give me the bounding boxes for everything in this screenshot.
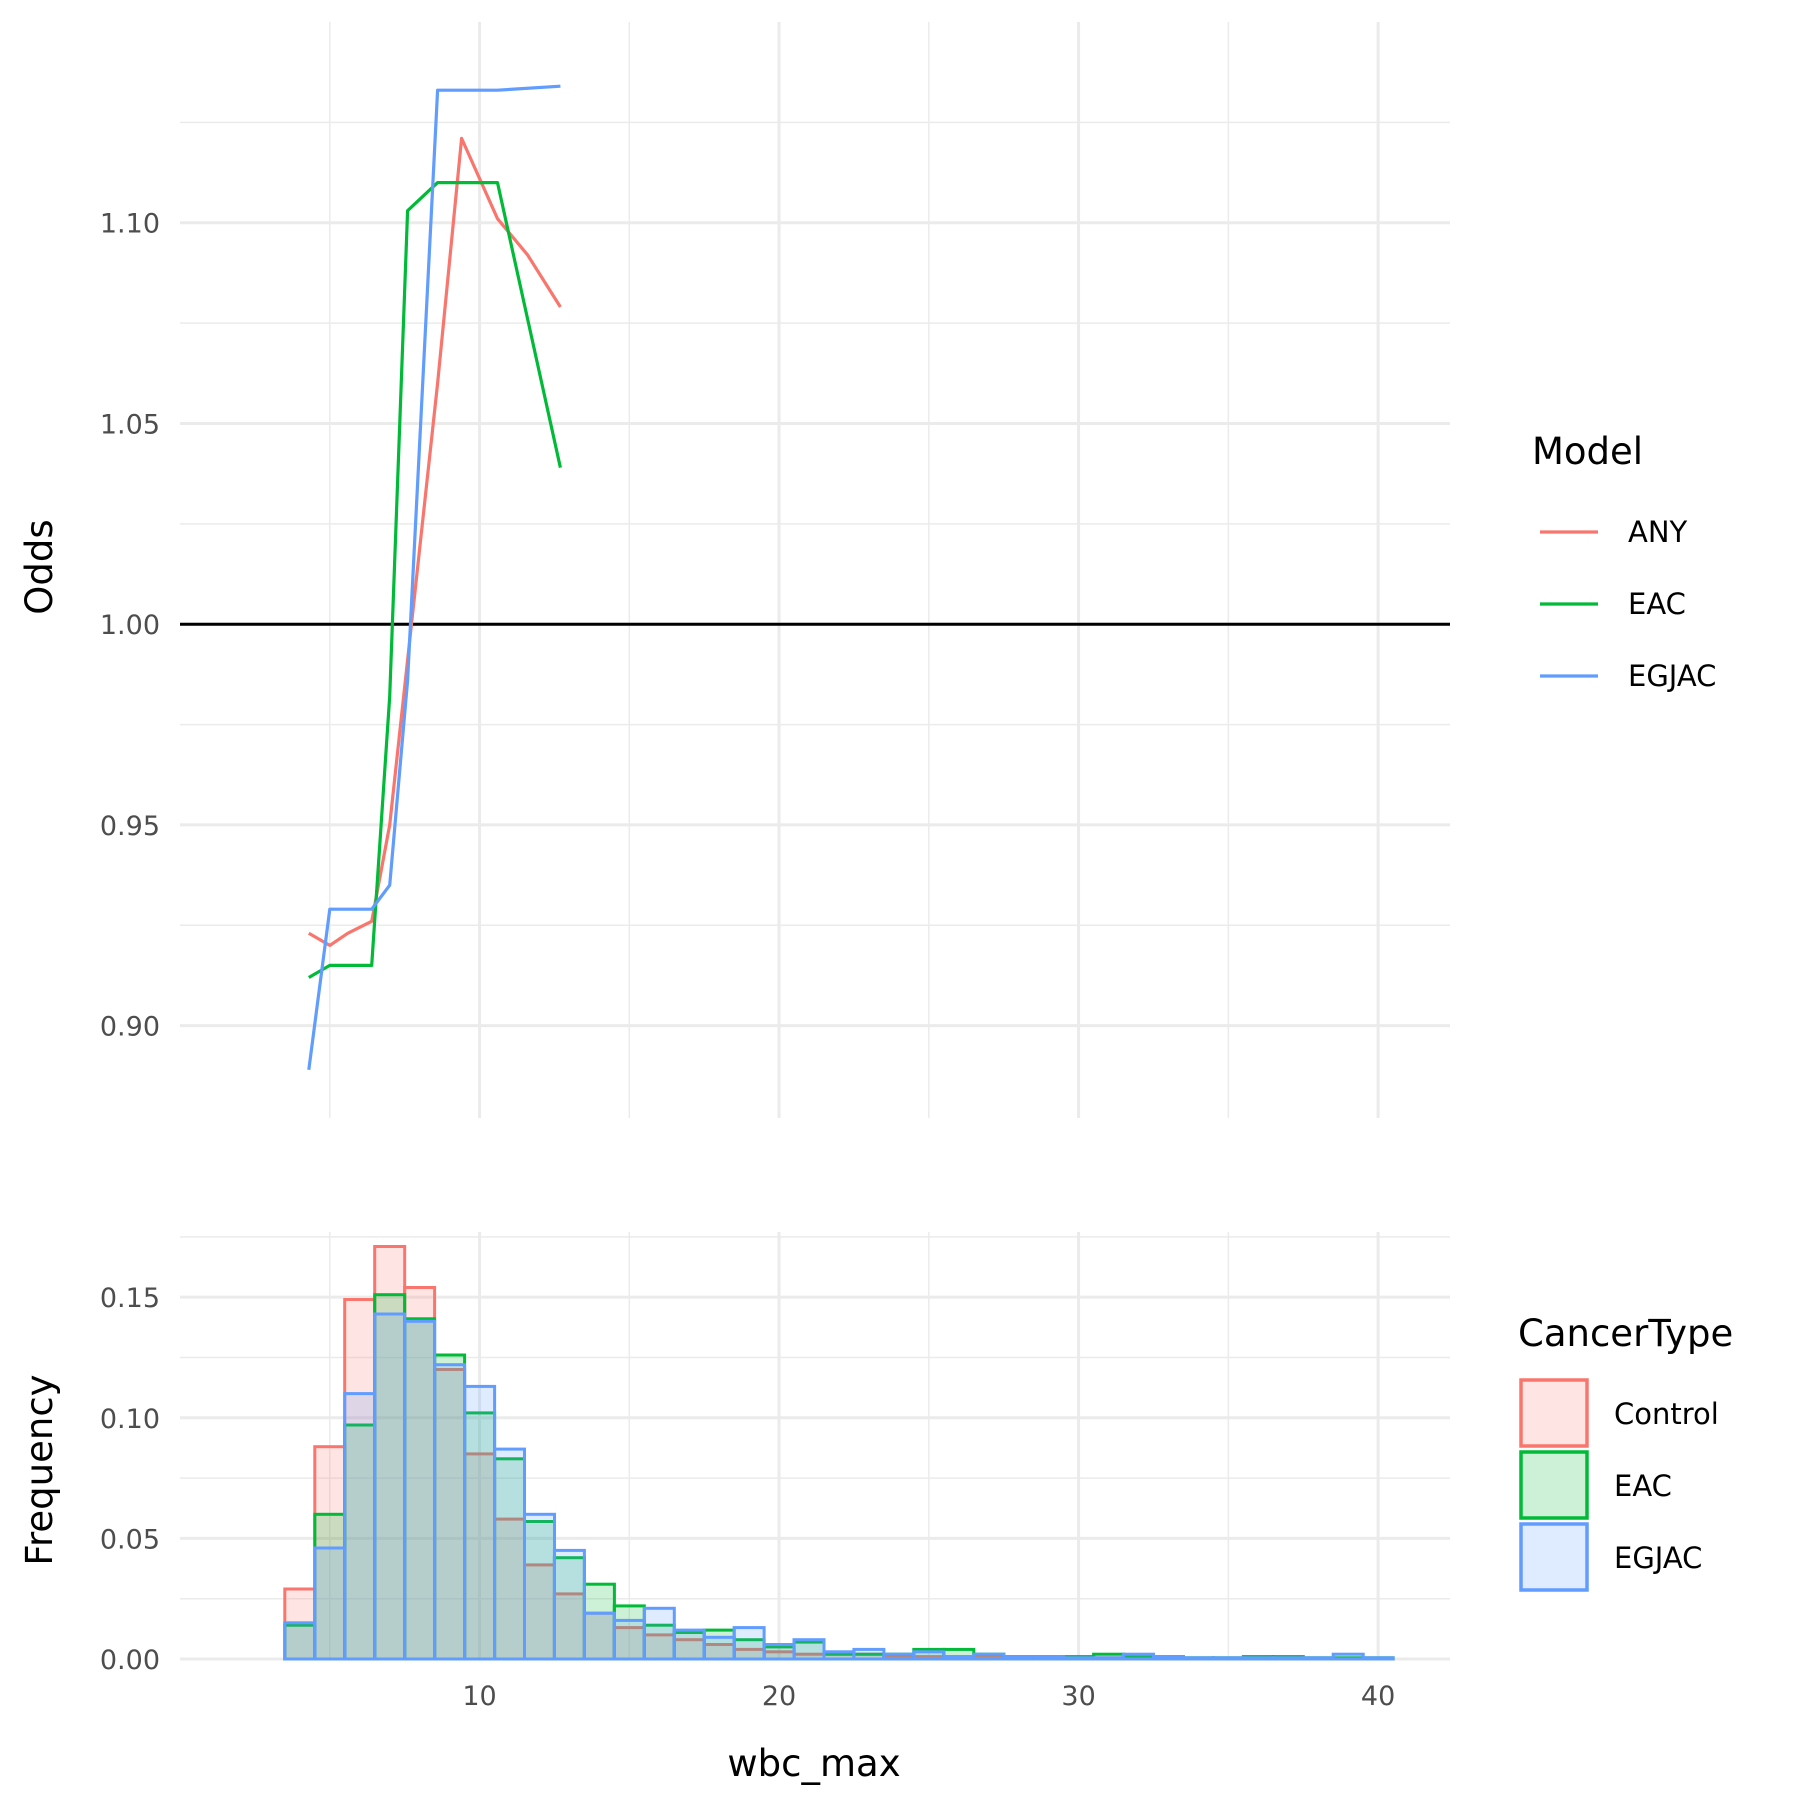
odds-line-egjac	[307, 84, 561, 1071]
histogram-bar-egjac	[1241, 1656, 1275, 1661]
histogram-bar-egjac	[1032, 1655, 1066, 1661]
frequency-y-tick-label: 0.00	[100, 1645, 160, 1676]
histogram-bar-egjac	[283, 1621, 317, 1661]
model-legend-label: ANY	[1628, 515, 1688, 549]
cancertype-legend-title: CancerType	[1518, 1312, 1733, 1355]
frequency-x-axis-title: wbc_max	[727, 1742, 900, 1785]
histogram-bar-egjac	[403, 1319, 437, 1661]
odds-y-tick-label: 0.90	[100, 1012, 160, 1043]
histogram-bar-egjac	[792, 1638, 826, 1661]
cancertype-legend-key-control	[1519, 1378, 1589, 1448]
odds-line-any	[308, 136, 562, 948]
histogram-bar-egjac	[313, 1546, 347, 1661]
histogram-bar-egjac	[1092, 1656, 1126, 1661]
histogram-bar-egjac	[672, 1628, 706, 1661]
model-legend-items: ANY EAC EGJAC	[1540, 515, 1716, 693]
odds-y-axis-title: Odds	[18, 519, 61, 614]
histogram-bar-egjac	[612, 1618, 646, 1661]
histogram-bar-egjac	[582, 1611, 616, 1661]
odds-y-tick-label: 0.95	[100, 811, 160, 842]
model-legend: Model ANY EAC EGJAC	[1532, 430, 1716, 693]
model-legend-label: EGJAC	[1628, 659, 1716, 693]
cancertype-legend-label: EGJAC	[1614, 1541, 1702, 1575]
frequency-y-axis-ticks: 0.00 0.05 0.10 0.15	[100, 1283, 160, 1676]
cancertype-legend-label: EAC	[1614, 1469, 1672, 1503]
odds-panel: 0.90 0.95 1.00 1.05 1.10 Odds	[18, 22, 1450, 1118]
histogram-bar-egjac	[1301, 1656, 1335, 1661]
histogram-bar-egjac	[702, 1635, 736, 1661]
histogram-bar-egjac	[1331, 1652, 1365, 1661]
cancertype-legend-key-eac	[1519, 1450, 1589, 1520]
cancertype-legend-label: Control	[1614, 1397, 1719, 1431]
histogram-bar-egjac	[1271, 1656, 1305, 1661]
odds-line-eac	[308, 181, 562, 979]
histogram-bar-egjac	[1361, 1656, 1395, 1661]
model-legend-title: Model	[1532, 430, 1643, 473]
odds-y-tick-label: 1.00	[100, 610, 160, 641]
histogram-bar-egjac	[1002, 1655, 1036, 1661]
histogram-bar-egjac	[642, 1606, 676, 1661]
cancertype-legend-items: Control EAC EGJAC	[1519, 1378, 1719, 1592]
cancertype-legend-key-egjac	[1519, 1522, 1589, 1592]
odds-y-tick-label: 1.10	[100, 209, 160, 240]
frequency-x-axis-ticks: 10 20 30 40	[462, 1681, 1395, 1712]
histogram-bar-egjac	[852, 1647, 886, 1661]
frequency-x-tick-label: 10	[462, 1681, 496, 1712]
histogram-bar-egjac	[1062, 1656, 1096, 1661]
model-legend-label: EAC	[1628, 587, 1686, 621]
histogram-bar-egjac	[882, 1652, 916, 1661]
histogram-bar-egjac	[493, 1447, 526, 1661]
frequency-x-tick-label: 40	[1361, 1681, 1395, 1712]
histogram-bar-egjac	[463, 1384, 497, 1661]
frequency-x-tick-label: 20	[762, 1681, 796, 1712]
histogram-bar-egjac	[972, 1652, 1006, 1661]
frequency-y-axis-title: Frequency	[18, 1374, 61, 1565]
odds-y-tick-label: 1.05	[100, 409, 160, 440]
odds-series-lines	[307, 84, 562, 1071]
histogram-bar-egjac	[732, 1626, 766, 1661]
histogram-bar-egjac	[1181, 1656, 1215, 1661]
histogram-bar-control	[552, 1592, 586, 1661]
frequency-panel-grid	[180, 1232, 1450, 1661]
cancertype-legend: CancerType Control EAC EGJAC	[1518, 1312, 1733, 1592]
histogram-bar-egjac	[1122, 1652, 1155, 1661]
frequency-panel: 0.00 0.05 0.10 0.15 10 20 30 40 Frequency wbc_…	[18, 1232, 1450, 1785]
frequency-y-tick-label: 0.15	[100, 1283, 160, 1314]
histogram-bar-egjac	[912, 1650, 946, 1661]
histogram-bar-eac	[493, 1457, 526, 1661]
histogram-bar-egjac	[822, 1650, 856, 1661]
frequency-histogram-bars	[283, 1245, 1395, 1661]
histogram-bar-egjac	[762, 1643, 796, 1661]
histogram-bar-egjac	[942, 1655, 976, 1661]
histogram-bar-egjac	[433, 1363, 467, 1661]
frequency-x-tick-label: 30	[1061, 1681, 1095, 1712]
histogram-bar-eac	[523, 1520, 556, 1661]
odds-y-axis-ticks: 0.90 0.95 1.00 1.05 1.10	[100, 209, 160, 1043]
histogram-bar-egjac	[1211, 1656, 1245, 1661]
frequency-y-tick-label: 0.05	[100, 1524, 160, 1555]
odds-panel-grid	[180, 22, 1450, 1118]
frequency-y-tick-label: 0.10	[100, 1404, 160, 1435]
histogram-bar-egjac	[343, 1392, 377, 1661]
histogram-bar-egjac	[552, 1548, 586, 1661]
histogram-bar-egjac	[373, 1312, 407, 1661]
histogram-bar-eac	[343, 1423, 377, 1661]
histogram-bar-egjac	[523, 1512, 556, 1661]
histogram-bar-egjac	[1152, 1655, 1185, 1661]
